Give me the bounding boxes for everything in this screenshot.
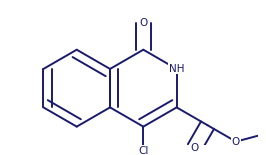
Text: O: O — [139, 18, 147, 29]
Text: Cl: Cl — [138, 146, 148, 155]
Text: O: O — [232, 137, 240, 147]
Text: NH: NH — [169, 64, 184, 74]
Text: O: O — [190, 143, 198, 153]
